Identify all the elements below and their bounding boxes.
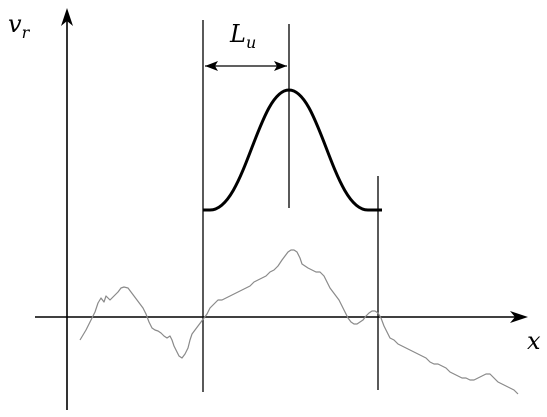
velocity-signal	[79, 249, 519, 395]
y-axis-arrowhead	[61, 8, 73, 26]
length-arrowhead-right	[274, 61, 287, 71]
window-bell-curve	[203, 88, 382, 212]
y-axis-label: vr	[8, 10, 31, 42]
x-axis-arrowhead	[510, 311, 528, 323]
length-label: Lu	[229, 20, 256, 52]
x-axis-label: x	[527, 327, 541, 355]
length-arrowhead-left	[205, 61, 218, 71]
